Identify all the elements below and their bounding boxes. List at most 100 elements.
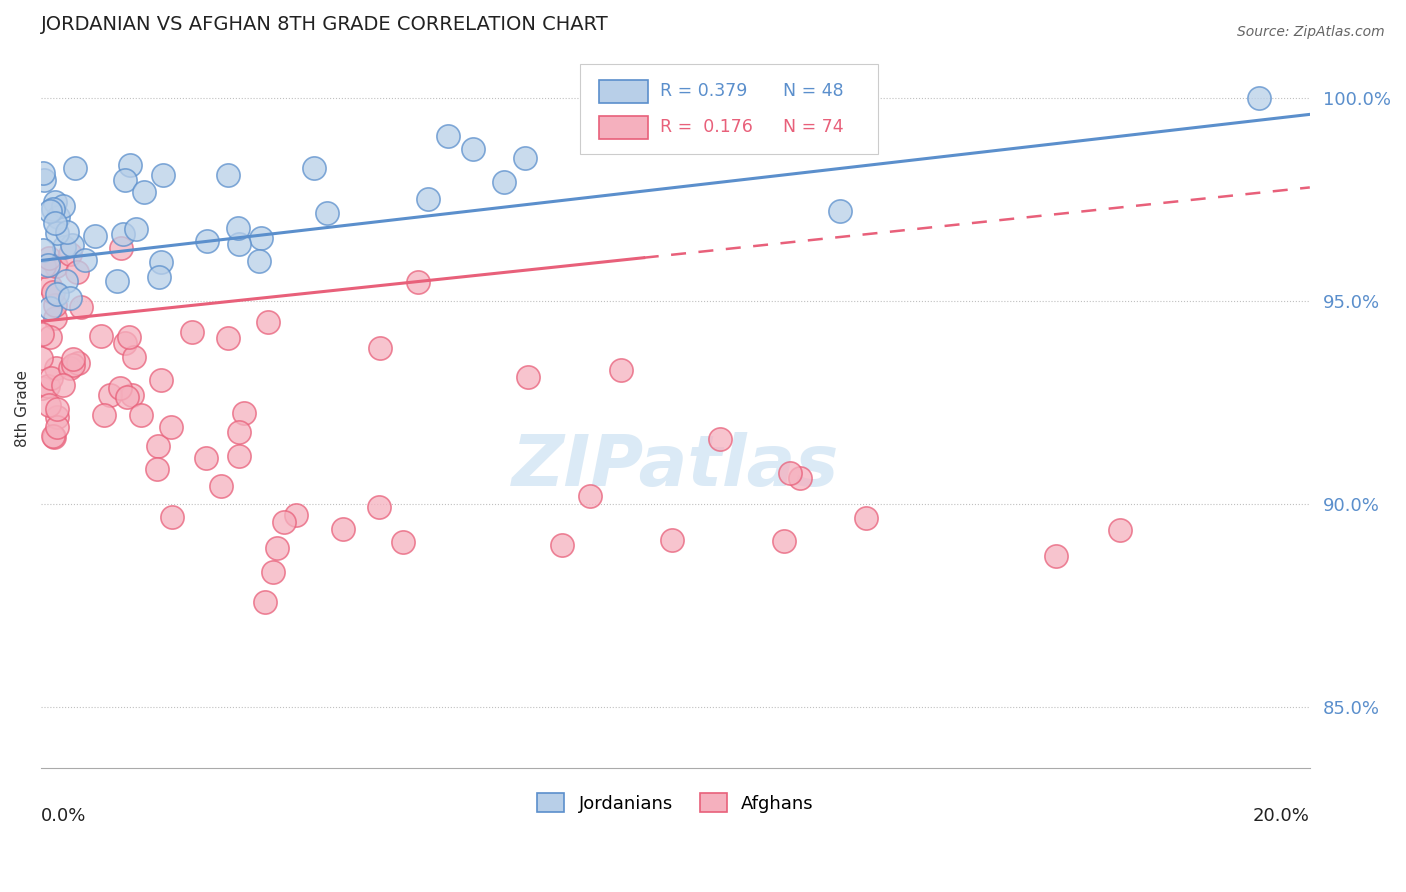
Point (125, 222, 148, 236)
Point (148, 269, 170, 284)
Point (217, 168, 239, 182)
Point (52, 378, 75, 392)
Y-axis label: 8th Grade: 8th Grade (15, 370, 30, 447)
Point (228, 425, 250, 440)
Point (32, 243, 55, 257)
Point (44, 195, 66, 210)
Legend: Jordanians, Afghans: Jordanians, Afghans (530, 786, 821, 820)
Point (247, 253, 270, 268)
Point (41, 370, 63, 384)
Point (779, 467, 801, 481)
Point (55, 274, 77, 288)
Point (52, 199, 75, 213)
Point (60, 238, 83, 252)
Point (46, 210, 69, 224)
Point (406, 275, 429, 289)
Point (160, 510, 183, 524)
Point (772, 534, 794, 549)
Point (115, 390, 138, 404)
Point (253, 595, 276, 609)
Point (45, 361, 67, 376)
Point (46, 287, 69, 301)
Point (53, 239, 76, 253)
Point (146, 461, 169, 475)
Point (217, 331, 239, 345)
Point (42, 430, 65, 444)
Point (45, 402, 67, 417)
Point (134, 185, 156, 199)
Point (579, 489, 602, 503)
Point (39, 329, 62, 343)
Point (146, 438, 169, 452)
Point (31, 381, 53, 395)
Point (437, 129, 460, 144)
Point (731, 97, 754, 112)
Point (38, 399, 60, 413)
Point (45, 410, 67, 425)
Point (111, 227, 134, 241)
Point (830, 204, 852, 219)
Point (59, 291, 82, 305)
Point (118, 330, 141, 344)
Point (108, 381, 131, 395)
Point (209, 479, 232, 493)
Point (30, 351, 52, 366)
Point (62, 351, 84, 366)
Point (63, 161, 86, 176)
Point (418, 192, 440, 206)
Point (392, 535, 415, 549)
Point (1247, 91, 1270, 105)
Point (316, 205, 339, 219)
Point (285, 508, 308, 522)
Point (41, 285, 63, 300)
Point (55, 225, 77, 239)
Point (609, 363, 631, 377)
Point (38, 251, 60, 265)
Point (44, 298, 66, 312)
Point (66, 356, 89, 370)
FancyBboxPatch shape (599, 116, 648, 139)
Point (44, 216, 66, 230)
Point (32, 173, 55, 187)
Point (152, 168, 174, 182)
Point (150, 373, 173, 387)
Point (45, 420, 67, 434)
Point (513, 151, 536, 165)
Text: Source: ZipAtlas.com: Source: ZipAtlas.com (1237, 25, 1385, 39)
Point (195, 234, 218, 248)
Point (62, 358, 84, 372)
Point (718, 109, 741, 123)
Text: R = 0.379: R = 0.379 (661, 82, 748, 100)
Point (551, 538, 574, 552)
Point (45, 259, 67, 273)
Point (159, 420, 181, 434)
Text: ZIPatlas: ZIPatlas (512, 432, 839, 500)
Point (93, 409, 115, 423)
Point (118, 158, 141, 172)
Text: N = 74: N = 74 (783, 118, 844, 136)
Text: 0.0%: 0.0% (41, 807, 87, 825)
Point (1108, 523, 1130, 537)
Point (266, 541, 288, 556)
Point (492, 175, 515, 189)
Point (59, 247, 82, 261)
Text: JORDANIAN VS AFGHAN 8TH GRADE CORRELATION CHART: JORDANIAN VS AFGHAN 8TH GRADE CORRELATIO… (41, 15, 609, 34)
Point (114, 173, 136, 187)
Point (257, 314, 280, 328)
Point (463, 142, 485, 156)
Point (66, 264, 89, 278)
Point (39, 278, 62, 293)
Point (150, 255, 173, 269)
FancyBboxPatch shape (599, 80, 648, 103)
Point (368, 341, 391, 355)
Point (70, 301, 93, 315)
Point (105, 274, 128, 288)
Text: 20.0%: 20.0% (1253, 807, 1310, 825)
Point (304, 161, 326, 175)
Point (46, 226, 69, 240)
Point (37, 258, 59, 272)
Point (32, 259, 55, 273)
Point (41, 429, 63, 443)
Point (747, 87, 769, 101)
Point (367, 500, 389, 515)
